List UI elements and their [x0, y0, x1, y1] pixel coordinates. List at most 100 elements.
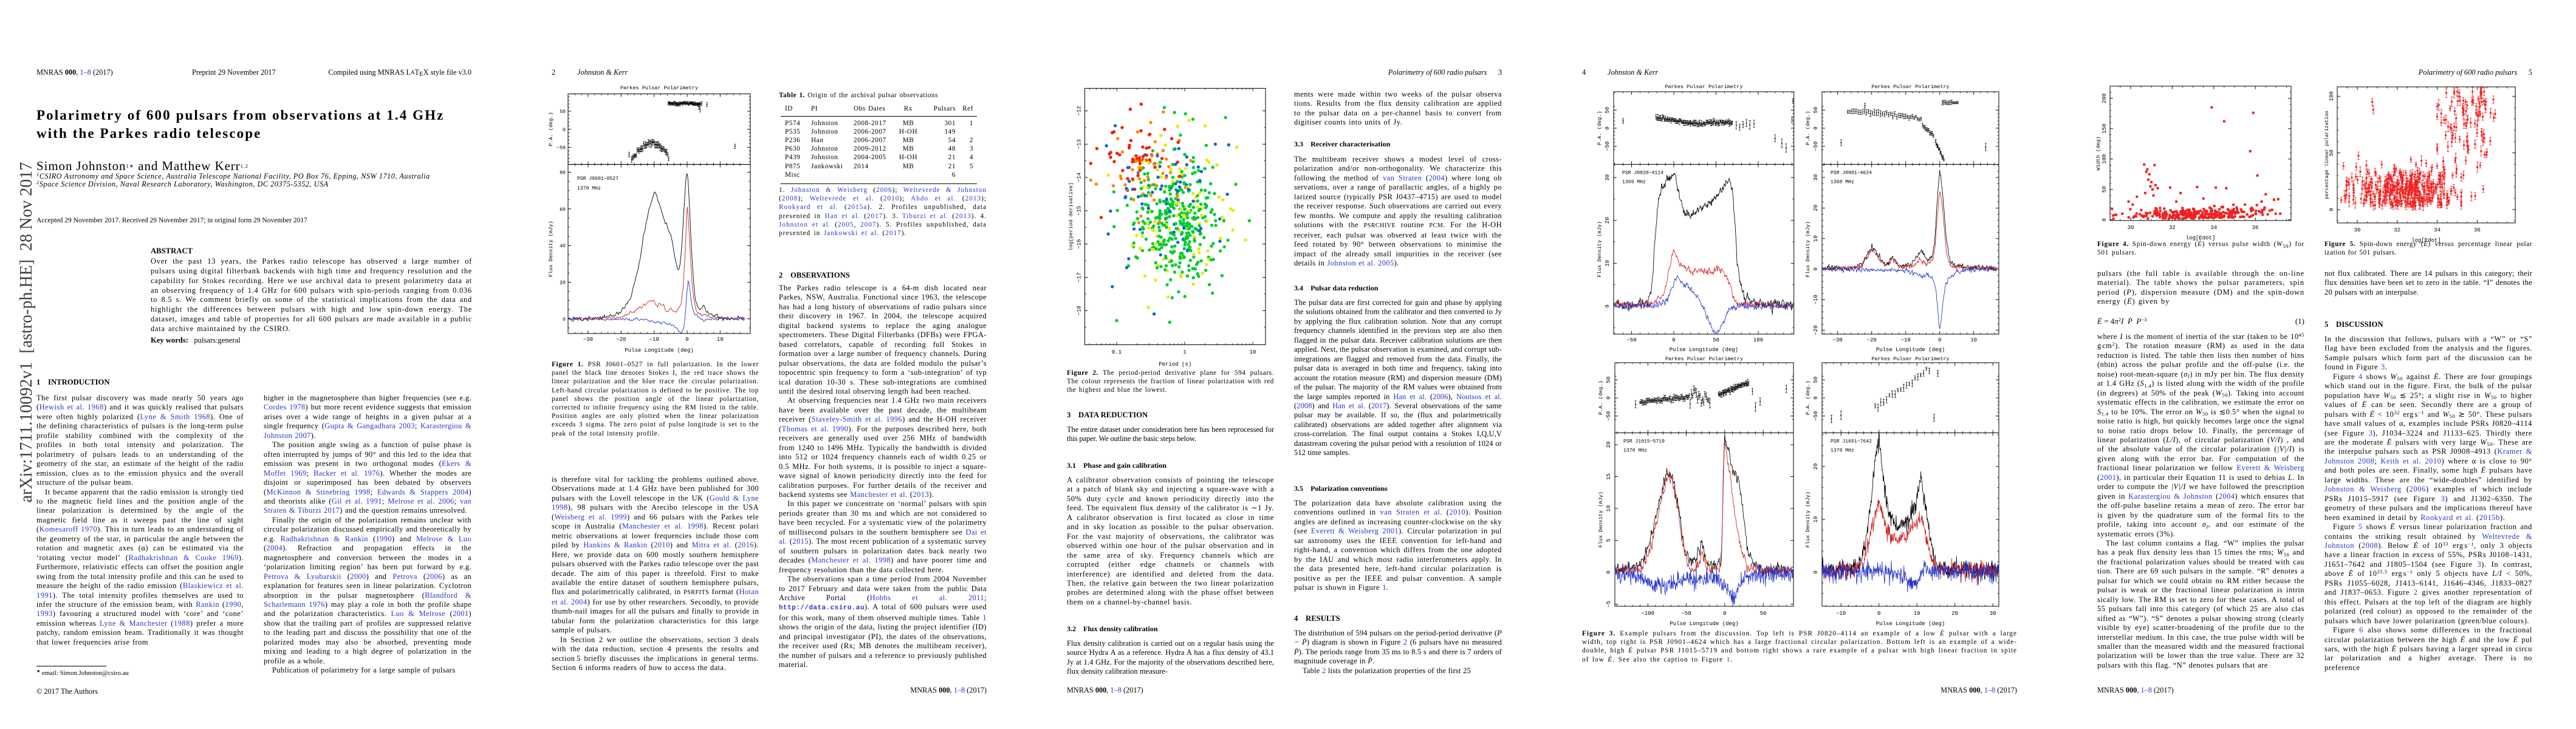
svg-text:Pulse Longitude (deg): Pulse Longitude (deg)	[1670, 347, 1738, 353]
svg-text:Flux Density (mJy): Flux Density (mJy)	[1805, 221, 1811, 277]
svg-text:30: 30	[2354, 227, 2361, 233]
svg-text:−50: −50	[1813, 142, 1819, 151]
svg-text:log[Edot]: log[Edot]	[2186, 235, 2216, 241]
svg-text:20: 20	[560, 280, 566, 286]
svg-text:0: 0	[1672, 337, 1675, 343]
svg-text:32: 32	[2169, 225, 2176, 231]
svg-text:P.A. (deg.): P.A. (deg.)	[1598, 381, 1604, 415]
svg-text:Pulse Longitude (deg): Pulse Longitude (deg)	[1876, 347, 1945, 353]
svg-text:−10: −10	[1813, 295, 1819, 304]
svg-text:20: 20	[1605, 217, 1611, 224]
svg-text:Parkes Pulsar Polarimetry: Parkes Pulsar Polarimetry	[620, 85, 698, 91]
svg-text:−100: −100	[1641, 611, 1654, 617]
svg-text:Period (s): Period (s)	[1159, 361, 1191, 368]
svg-text:34: 34	[2434, 227, 2441, 233]
svg-text:36: 36	[2252, 225, 2259, 231]
svg-text:0: 0	[1723, 611, 1726, 617]
svg-text:36: 36	[2474, 227, 2481, 233]
svg-text:Flux Density (mJy): Flux Density (mJy)	[1597, 221, 1603, 277]
svg-text:−12: −12	[1077, 106, 1083, 115]
svg-text:percentage linear polarization: percentage linear polarization	[2324, 111, 2330, 199]
svg-text:−10: −10	[1901, 337, 1911, 343]
svg-text:1379 MHz: 1379 MHz	[1831, 448, 1854, 454]
svg-text:−50: −50	[1605, 142, 1611, 151]
svg-text:20: 20	[1606, 442, 1612, 448]
svg-text:10: 10	[1605, 260, 1611, 267]
svg-text:Parkes Pulsar Polarimetry: Parkes Pulsar Polarimetry	[1665, 356, 1743, 362]
svg-text:Flux Density (mJy): Flux Density (mJy)	[1598, 491, 1604, 547]
svg-text:−18: −18	[1077, 306, 1083, 315]
svg-text:50: 50	[1713, 337, 1719, 343]
svg-text:10: 10	[1813, 235, 1819, 242]
svg-text:Pulse Longitude (deg): Pulse Longitude (deg)	[1876, 621, 1945, 627]
svg-text:−20: −20	[616, 337, 626, 343]
svg-text:10: 10	[717, 337, 724, 343]
svg-text:100: 100	[2102, 154, 2108, 164]
svg-text:log[period derivative]: log[period derivative]	[1068, 182, 1074, 251]
svg-text:PSR J0901−4624: PSR J0901−4624	[1831, 171, 1872, 176]
svg-text:−30: −30	[1833, 337, 1843, 343]
svg-text:50: 50	[1813, 107, 1819, 114]
svg-text:10: 10	[1813, 516, 1819, 523]
svg-text:P.A. (deg.): P.A. (deg.)	[1805, 381, 1811, 415]
svg-text:20: 20	[1813, 205, 1819, 211]
svg-text:1370 MHz: 1370 MHz	[577, 186, 601, 191]
svg-text:50: 50	[2329, 149, 2335, 156]
svg-text:30: 30	[1605, 174, 1611, 181]
svg-text:Parkes Pulsar Polarimetry: Parkes Pulsar Polarimetry	[1871, 84, 1949, 90]
svg-text:40: 40	[560, 244, 566, 249]
svg-text:0: 0	[1606, 570, 1612, 573]
svg-text:−13: −13	[1077, 139, 1083, 149]
svg-text:30: 30	[1813, 174, 1819, 181]
svg-text:−50: −50	[1813, 411, 1819, 421]
svg-text:50: 50	[2102, 186, 2108, 193]
svg-text:0: 0	[2329, 208, 2335, 211]
svg-text:150: 150	[2102, 124, 2108, 134]
svg-text:50: 50	[1605, 107, 1611, 114]
svg-text:PSR J1651−7642: PSR J1651−7642	[1831, 439, 1872, 445]
svg-text:Flux Density (mJy): Flux Density (mJy)	[1805, 491, 1811, 547]
svg-text:100: 100	[1753, 337, 1763, 343]
svg-text:Width (deg): Width (deg)	[2095, 136, 2102, 170]
svg-text:−15: −15	[1077, 206, 1083, 216]
svg-text:50: 50	[1813, 377, 1819, 383]
svg-text:−20: −20	[1813, 325, 1819, 335]
svg-text:15: 15	[1606, 473, 1612, 480]
svg-text:5: 5	[1606, 539, 1612, 542]
svg-text:0: 0	[2102, 218, 2108, 221]
svg-text:−50: −50	[1626, 337, 1636, 343]
svg-text:PSR J0820−4114: PSR J0820−4114	[1622, 171, 1663, 176]
svg-text:0: 0	[685, 337, 688, 343]
svg-text:0: 0	[1605, 304, 1611, 307]
svg-text:0: 0	[1813, 126, 1819, 129]
svg-text:50: 50	[1760, 611, 1767, 617]
svg-text:0: 0	[1813, 267, 1819, 270]
svg-text:−16: −16	[1077, 239, 1083, 249]
svg-text:80: 80	[560, 171, 566, 176]
svg-text:−17: −17	[1077, 272, 1083, 282]
svg-text:log[Edot]: log[Edot]	[2411, 238, 2441, 244]
svg-text:−14: −14	[1077, 173, 1083, 182]
svg-text:P.A. (deg.): P.A. (deg.)	[1597, 111, 1603, 145]
svg-text:50: 50	[560, 109, 566, 115]
svg-text:−20: −20	[1867, 337, 1877, 343]
svg-text:0: 0	[1938, 337, 1941, 343]
svg-text:20: 20	[1951, 611, 1958, 617]
svg-text:1370 MHz: 1370 MHz	[1623, 448, 1647, 454]
svg-text:1: 1	[1183, 349, 1186, 355]
svg-text:PSR J1015−5719: PSR J1015−5719	[1623, 439, 1665, 445]
svg-text:10: 10	[1914, 611, 1920, 617]
svg-text:0: 0	[563, 317, 566, 323]
svg-text:−10: −10	[649, 337, 659, 343]
svg-text:−50: −50	[557, 146, 566, 151]
svg-text:34: 34	[2210, 225, 2217, 231]
svg-text:−50: −50	[1606, 411, 1612, 421]
svg-text:20: 20	[1813, 464, 1819, 470]
svg-text:30: 30	[2128, 225, 2134, 231]
svg-text:60: 60	[560, 207, 566, 213]
svg-text:100: 100	[2329, 91, 2335, 101]
svg-text:−50: −50	[1681, 611, 1691, 617]
svg-text:1368 MHz: 1368 MHz	[1831, 180, 1854, 185]
svg-text:Pulse Longitude (deg): Pulse Longitude (deg)	[1670, 621, 1738, 627]
svg-text:30: 30	[1990, 611, 1996, 617]
